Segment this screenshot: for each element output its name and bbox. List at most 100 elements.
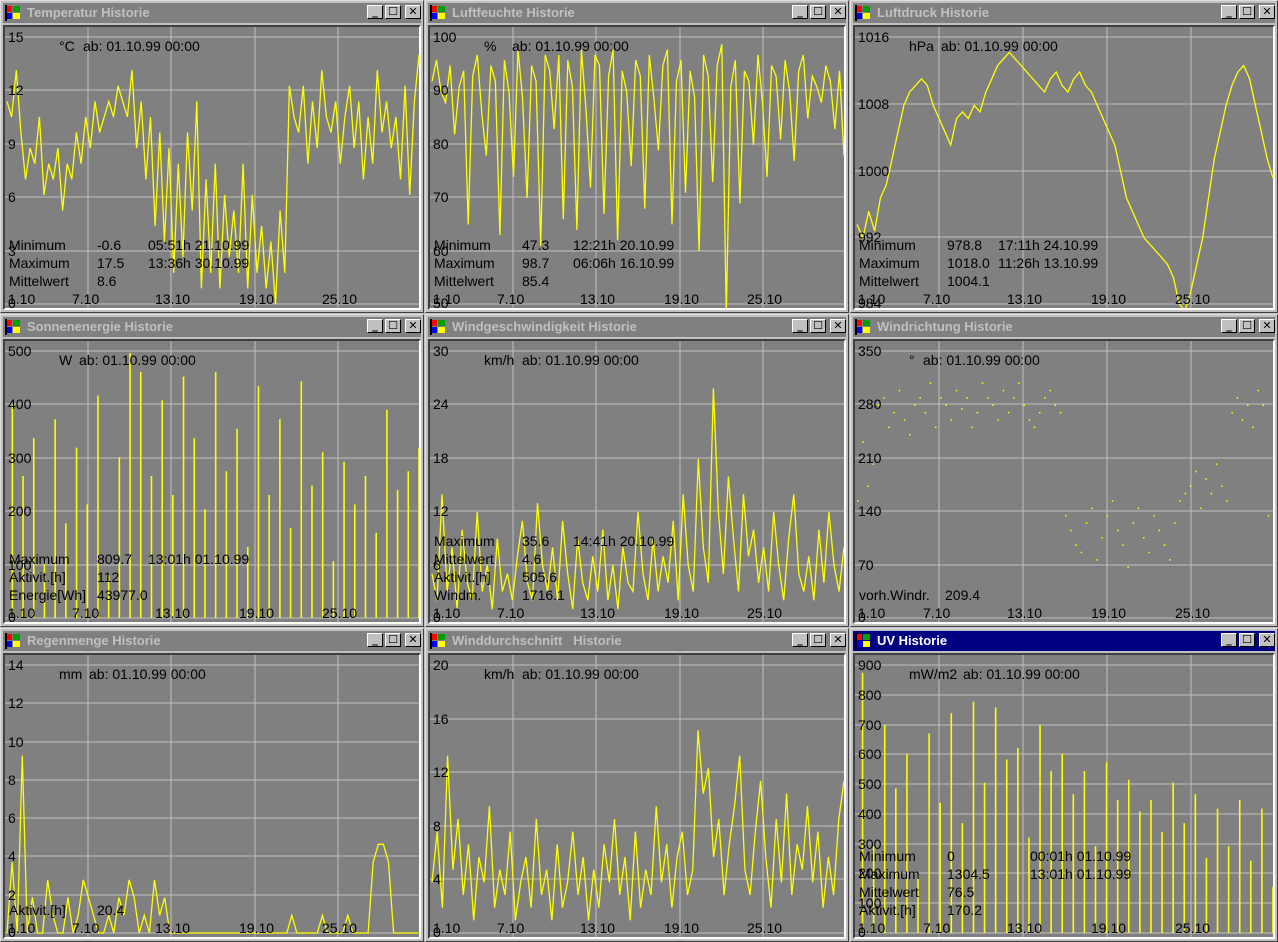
y-tick-label: 350 [858, 343, 882, 359]
minimize-button[interactable]: _ [1221, 633, 1237, 647]
close-button[interactable]: ✕ [1259, 5, 1275, 19]
data-point [955, 389, 958, 392]
minimize-button[interactable]: _ [367, 319, 383, 333]
stat-value: 35.6 [522, 533, 549, 549]
maximize-button[interactable]: ☐ [1239, 633, 1255, 647]
maximize-button[interactable]: ☐ [1239, 319, 1255, 333]
y-tick-label: 8 [8, 772, 16, 788]
windows-flag-icon[interactable] [855, 633, 872, 649]
close-button[interactable]: ✕ [830, 5, 846, 19]
close-button[interactable]: ✕ [830, 319, 846, 333]
minimize-button[interactable]: _ [367, 5, 383, 19]
window-rain[interactable]: Regenmenge Historie _ ☐ ✕ 14 12 10 8 6 4 2 0 1.10 7.1… [0, 628, 424, 942]
y-tick-label: 90 [433, 82, 449, 98]
maximize-button[interactable]: ☐ [810, 319, 826, 333]
y-tick-label: 100 [8, 557, 32, 573]
y-tick-label: 4 [433, 871, 441, 887]
minimize-button[interactable]: _ [1221, 5, 1237, 19]
data-point [1054, 404, 1057, 407]
x-tick-label: 7.10 [923, 920, 950, 936]
chart-area: 15 12 9 6 3 0 1.10 7.10 13.10 19.10 25.10 °C ab: 01.… [3, 25, 421, 310]
stat-label: Minimum [859, 848, 916, 864]
maximize-button[interactable]: ☐ [810, 633, 826, 647]
data-point [1184, 492, 1187, 495]
close-button[interactable]: ✕ [1259, 633, 1275, 647]
data-point [867, 485, 869, 487]
since-label: ab: 01.10.99 00:00 [923, 352, 1040, 368]
x-tick-label: 13.10 [1007, 605, 1042, 621]
title-bar[interactable]: Windrichtung Historie _ ☐ ✕ [853, 317, 1275, 337]
window-hum[interactable]: Luftfeuchte Historie _ ☐ ✕ 100 90 80 70 60 50 1.10… [425, 0, 849, 313]
windows-flag-icon[interactable] [430, 633, 447, 649]
title-bar[interactable]: Winddurchschnitt Historie _ ☐ ✕ [428, 631, 846, 651]
data-point [1267, 514, 1270, 517]
window-uv[interactable]: UV Historie _ ☐ ✕ 900 800 700 600 500 400 300 200 10… [850, 628, 1278, 942]
window-solar[interactable]: Sonnenenergie Historie _ ☐ ✕ 500 400 300 200 100… [0, 314, 424, 627]
maximize-button[interactable]: ☐ [1239, 5, 1255, 19]
data-point [940, 397, 942, 399]
y-tick-label: 70 [858, 557, 874, 573]
windows-flag-icon[interactable] [5, 319, 22, 335]
title-bar[interactable]: Temperatur Historie _ ☐ ✕ [3, 3, 421, 23]
close-button[interactable]: ✕ [1259, 319, 1275, 333]
x-tick-label: 7.10 [923, 291, 950, 307]
data-point [1075, 544, 1077, 546]
x-tick-label: 25.10 [1175, 920, 1210, 936]
chart-rain: 14 12 10 8 6 4 2 01.10 7.10 13.10 19.10 25.10 mm ab: … [5, 655, 419, 939]
since-label: ab: 01.10.99 00:00 [512, 38, 629, 54]
y-tick-label: 0 [8, 924, 16, 939]
window-windavg[interactable]: Winddurchschnitt Historie _ ☐ ✕ 20 16 12 8 4 0 1.1… [425, 628, 849, 942]
window-press[interactable]: Luftdruck Historie _ ☐ ✕ 1016 1008 1000 992 984 1… [850, 0, 1278, 313]
data-point [1210, 492, 1213, 495]
title-bar[interactable]: Luftfeuchte Historie _ ☐ ✕ [428, 3, 846, 23]
minimize-button[interactable]: _ [1221, 319, 1237, 333]
data-point [1033, 426, 1036, 429]
maximize-button[interactable]: ☐ [385, 319, 401, 333]
minimize-button[interactable]: _ [792, 319, 808, 333]
windows-flag-icon[interactable] [855, 319, 872, 335]
chart-area: 100 90 80 70 60 50 1.10 7.10 13.10 19.10 25.10% ab:… [428, 25, 846, 310]
x-tick-label: 19.10 [239, 920, 274, 936]
window-winddir[interactable]: Windrichtung Historie _ ☐ ✕ 350 280 210 140 70 0 1… [850, 314, 1278, 627]
data-point [987, 397, 989, 399]
title-bar[interactable]: Luftdruck Historie _ ☐ ✕ [853, 3, 1275, 23]
maximize-button[interactable]: ☐ [385, 633, 401, 647]
windows-flag-icon[interactable] [5, 633, 22, 649]
close-button[interactable]: ✕ [405, 633, 421, 647]
close-button[interactable]: ✕ [830, 633, 846, 647]
y-tick-label: 6 [8, 189, 16, 205]
windows-flag-icon[interactable] [430, 319, 447, 335]
close-button[interactable]: ✕ [405, 5, 421, 19]
windows-flag-icon[interactable] [855, 5, 872, 21]
stat-value: 1304.5 [947, 866, 990, 882]
data-point [1101, 537, 1103, 539]
data-point [1163, 544, 1166, 546]
minimize-button[interactable]: _ [792, 633, 808, 647]
data-point [1241, 419, 1244, 421]
unit-label: hPa [909, 38, 934, 54]
x-tick-label: 1.10 [433, 291, 460, 307]
since-label: ab: 01.10.99 00:00 [941, 38, 1058, 54]
window-temp[interactable]: Temperatur Historie _ ☐ ✕ 15 12 9 6 3 0 1.10 7.10 13… [0, 0, 424, 313]
chart-solar: 500 400 300 200 100 01.10 7.10 13.10 19.10 25.10 W… [5, 341, 419, 622]
since-label: ab: 01.10.99 00:00 [79, 352, 196, 368]
data-point [919, 397, 921, 399]
minimize-button[interactable]: _ [792, 5, 808, 19]
title-bar[interactable]: UV Historie _ ☐ ✕ [853, 631, 1275, 651]
maximize-button[interactable]: ☐ [810, 5, 826, 19]
window-windspeed[interactable]: Windgeschwindigkeit Historie _ ☐ ✕ 30 24 18 12 6… [425, 314, 849, 627]
window-title: Luftdruck Historie [877, 5, 989, 20]
close-button[interactable]: ✕ [405, 319, 421, 333]
stat-value: 505.6 [522, 569, 557, 585]
x-tick-label: 25.10 [322, 605, 357, 621]
minimize-button[interactable]: _ [367, 633, 383, 647]
title-bar[interactable]: Sonnenenergie Historie _ ☐ ✕ [3, 317, 421, 337]
windows-flag-icon[interactable] [430, 5, 447, 21]
windows-flag-icon[interactable] [5, 5, 22, 21]
title-bar[interactable]: Regenmenge Historie _ ☐ ✕ [3, 631, 421, 651]
unit-label: ° [909, 352, 915, 368]
maximize-button[interactable]: ☐ [385, 5, 401, 19]
data-point [1236, 397, 1239, 399]
window-title: Windrichtung Historie [877, 319, 1013, 334]
title-bar[interactable]: Windgeschwindigkeit Historie _ ☐ ✕ [428, 317, 846, 337]
